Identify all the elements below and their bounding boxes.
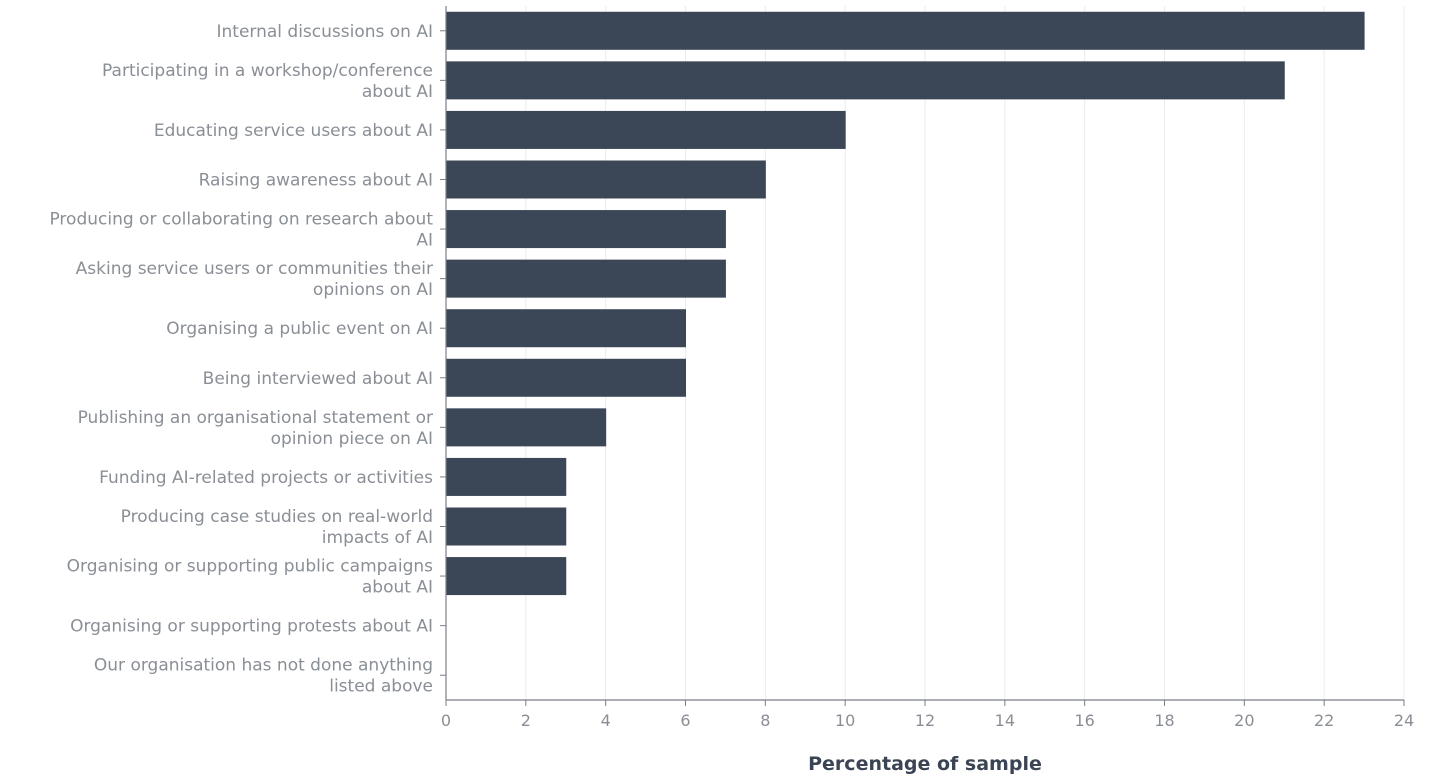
category-label-line: impacts of AI <box>322 528 433 548</box>
category-label: Organising a public event on AI <box>166 319 433 339</box>
category-label-line: Educating service users about AI <box>154 121 433 141</box>
x-tick-label: 2 <box>521 711 531 730</box>
category-label-line: Organising or supporting public campaign… <box>67 557 433 577</box>
category-label: Publishing an organisational statement o… <box>78 408 433 449</box>
category-label-line: Asking service users or communities thei… <box>76 259 433 279</box>
x-tick-label: 24 <box>1394 711 1414 730</box>
bar <box>446 557 567 596</box>
category-label: Educating service users about AI <box>154 121 433 141</box>
bar <box>446 309 686 348</box>
bar <box>446 11 1365 50</box>
category-label: Participating in a workshop/conference ab… <box>102 61 433 102</box>
grid-lines <box>525 6 1405 700</box>
category-label: Funding AI-related projects or activitie… <box>99 468 433 488</box>
category-label-line: Funding AI-related projects or activitie… <box>99 468 433 488</box>
y-axis-ticks: Internal discussions on AI Participating … <box>49 22 446 697</box>
category-label-line: Producing case studies on real-world <box>121 507 433 527</box>
x-tick-label: 12 <box>915 711 935 730</box>
category-label-line: Being interviewed about AI <box>203 369 433 389</box>
bars <box>446 11 1365 596</box>
category-label-line: Internal discussions on AI <box>216 22 433 42</box>
x-tick-label: 8 <box>760 711 770 730</box>
bar <box>446 408 607 447</box>
category-label: Asking service users or communities thei… <box>76 259 433 300</box>
bar <box>446 110 846 149</box>
category-label-line: Producing or collaborating on research a… <box>49 210 433 230</box>
x-axis-title: Percentage of sample <box>808 753 1042 775</box>
x-tick-label: 10 <box>835 711 855 730</box>
category-label-line: about AI <box>362 82 433 102</box>
x-tick-label: 0 <box>441 711 451 730</box>
category-label: Being interviewed about AI <box>203 369 433 389</box>
category-label-line: Our organisation has not done anything <box>94 656 433 676</box>
category-label: Raising awareness about AI <box>199 171 433 191</box>
bar <box>446 358 686 397</box>
x-tick-label: 20 <box>1234 711 1254 730</box>
bar <box>446 507 567 546</box>
x-tick-label: 16 <box>1074 711 1094 730</box>
x-axis-ticks: 0 2 4 6 8 10 12 14 16 18 20 22 24 <box>441 700 1414 730</box>
category-label: Producing case studies on real-world impa… <box>121 507 433 548</box>
x-tick-label: 6 <box>680 711 690 730</box>
category-label-line: Organising or supporting protests about … <box>70 617 433 637</box>
x-tick-label: 14 <box>995 711 1015 730</box>
bar <box>446 457 567 496</box>
category-label-line: about AI <box>362 578 433 598</box>
x-tick-label: 4 <box>601 711 611 730</box>
category-label: Organising or supporting protests about … <box>70 617 433 637</box>
x-tick-label: 22 <box>1314 711 1334 730</box>
bar <box>446 61 1285 100</box>
category-label: Our organisation has not done anything li… <box>94 656 433 697</box>
category-label-line: Organising a public event on AI <box>166 319 433 339</box>
category-label-line: Raising awareness about AI <box>199 171 433 191</box>
category-label: Producing or collaborating on research a… <box>49 210 433 251</box>
category-label-line: opinion piece on AI <box>271 429 433 449</box>
category-label-line: listed above <box>329 677 433 697</box>
category-label-line: Participating in a workshop/conference <box>102 61 433 81</box>
bar <box>446 160 766 199</box>
category-label-line: AI <box>416 231 433 251</box>
category-label: Organising or supporting public campaign… <box>67 557 433 598</box>
category-label-line: opinions on AI <box>313 280 433 300</box>
bar <box>446 259 726 298</box>
x-tick-label: 18 <box>1154 711 1174 730</box>
category-label: Internal discussions on AI <box>216 22 433 42</box>
category-label-line: Publishing an organisational statement o… <box>78 408 433 428</box>
bar <box>446 210 726 249</box>
